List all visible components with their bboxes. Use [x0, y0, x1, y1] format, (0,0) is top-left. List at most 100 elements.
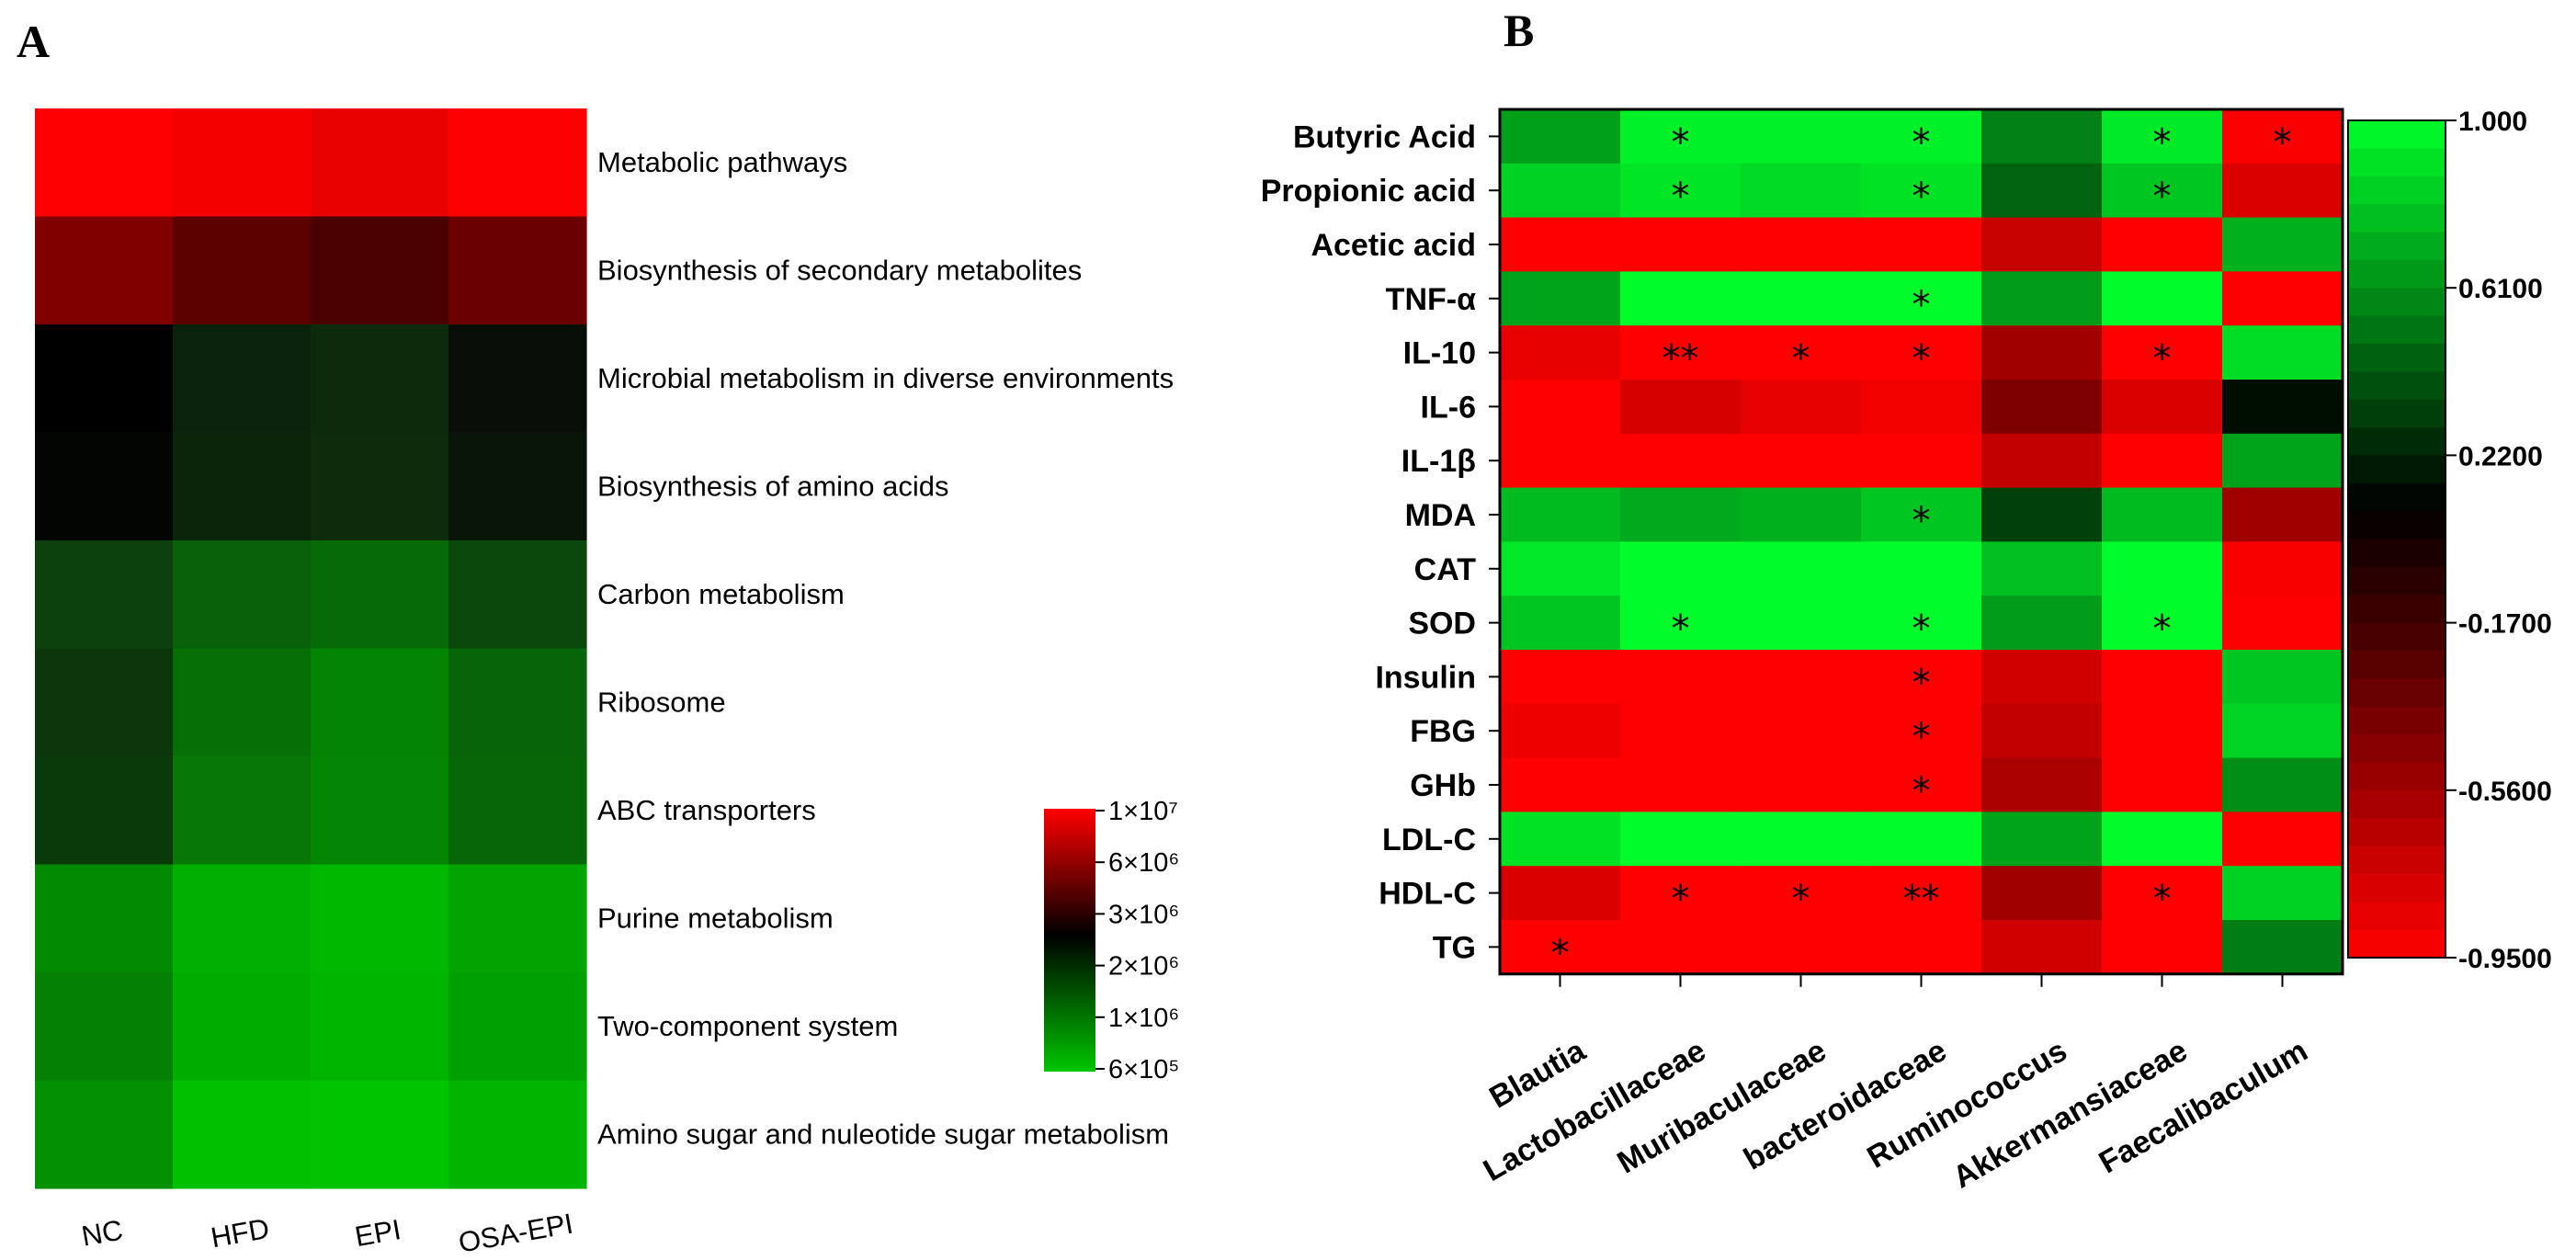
heatmap-a-cell	[35, 648, 174, 757]
legend-b-step	[2348, 455, 2445, 484]
legend-b-step	[2348, 873, 2445, 902]
heatmap-a-cell	[35, 324, 174, 434]
legend-b-tick-label: 1.000	[2458, 107, 2527, 137]
legend-b-step	[2348, 622, 2445, 652]
heatmap-a-column-label: HFD	[209, 1212, 272, 1254]
significance-star: *	[1912, 716, 1931, 758]
significance-star: *	[1672, 121, 1690, 164]
heatmap-a-cell	[173, 540, 312, 650]
heatmap-b-cell	[1741, 109, 1862, 165]
significance-star: *	[1672, 608, 1690, 651]
heatmap-b-cell	[2102, 163, 2223, 219]
heatmap-b-cell	[1500, 380, 1621, 435]
heatmap-b-cell	[1981, 163, 2103, 219]
legend-b-step	[2348, 789, 2445, 819]
heatmap-b-row-label: TG	[1433, 930, 1476, 965]
heatmap-b-cell	[1620, 163, 1742, 219]
heatmap-a-row-label: Purine metabolism	[597, 902, 834, 934]
heatmap-b-cell	[1861, 109, 1982, 165]
heatmap-a-cell	[448, 108, 587, 218]
heatmap-b-cell	[2102, 920, 2223, 975]
significance-star: *	[1792, 879, 1810, 921]
significance-star: **	[1903, 879, 1940, 921]
heatmap-b-cell	[1861, 325, 1982, 380]
heatmap-b-cell	[1861, 433, 1982, 489]
legend-b-step	[2348, 482, 2445, 512]
heatmap-b-cell	[1741, 541, 1862, 596]
heatmap-a-cell	[173, 324, 312, 434]
heatmap-b-cell	[2222, 541, 2343, 596]
legend-a-tick-label: 6×10⁶	[1108, 848, 1179, 878]
heatmap-b-cell	[1741, 433, 1862, 489]
significance-star: *	[2153, 338, 2172, 380]
heatmap-b-row-label: LDL-C	[1382, 823, 1476, 857]
heatmap-b-cell	[1981, 920, 2103, 975]
heatmap-a-column-label: OSA-EPI	[456, 1208, 575, 1259]
heatmap-b-cell	[2222, 217, 2343, 272]
heatmap-b-cell	[1981, 757, 2103, 812]
heatmap-b-cell	[1981, 541, 2103, 596]
heatmap-b-cell	[1620, 757, 1742, 812]
heatmap-a-cell	[448, 324, 587, 434]
heatmap-a-cell	[173, 432, 312, 541]
heatmap-a-cell	[311, 432, 449, 541]
significance-star: *	[1912, 284, 1931, 326]
heatmap-a-cell	[311, 540, 449, 650]
significance-star: *	[1912, 608, 1931, 651]
heatmap-b-cell	[2102, 380, 2223, 435]
heatmap-b-cell	[2222, 703, 2343, 759]
heatmap-b-cell	[1741, 703, 1862, 759]
heatmap-a-column-label: NC	[79, 1214, 125, 1253]
heatmap-b-cell	[1500, 650, 1621, 705]
heatmap-b-cell	[1981, 866, 2103, 921]
significance-star: *	[1672, 176, 1690, 218]
heatmap-a-row-label: Microbial metabolism in diverse environm…	[597, 362, 1174, 394]
heatmap-b-cell	[1861, 163, 1982, 219]
heatmap-b-cell	[1741, 757, 1862, 812]
heatmap-b-cell	[2222, 109, 2343, 165]
heatmap-b-row-label: Propionic acid	[1261, 174, 1476, 209]
heatmap-b-cell	[1981, 325, 2103, 380]
heatmap-b-cell	[1981, 271, 2103, 326]
panel-b-heatmap: * * * *Butyric Acid* * *Propionic acidAcetic …	[1261, 108, 2344, 1196]
heatmap-b-cell	[1861, 541, 1982, 596]
legend-b-step	[2348, 511, 2445, 540]
heatmap-b-row-label: IL-1β	[1401, 444, 1476, 479]
heatmap-a-cell	[173, 756, 312, 866]
legend-b-step	[2348, 371, 2445, 401]
heatmap-b-cell	[1861, 217, 1982, 272]
heatmap-b-cell	[2222, 163, 2343, 219]
heatmap-a-cell	[173, 1080, 312, 1189]
heatmap-a-cell	[448, 648, 587, 757]
significance-star: **	[1662, 338, 1699, 380]
heatmap-a-cell	[35, 216, 174, 325]
heatmap-b-cell	[1500, 541, 1621, 596]
significance-star: *	[1912, 338, 1931, 380]
heatmap-b-cell	[2222, 380, 2343, 435]
heatmap-b-cell	[2102, 271, 2223, 326]
legend-a-tick-label: 1×10⁷	[1108, 797, 1178, 826]
heatmap-b-row-label: Acetic acid	[1311, 228, 1476, 263]
heatmap-b-cell	[2222, 271, 2343, 326]
heatmap-b-cell	[1620, 920, 1742, 975]
heatmap-a-cell	[311, 324, 449, 434]
heatmap-b-cell	[1741, 217, 1862, 272]
legend-b-tick-label: 0.6100	[2458, 274, 2543, 304]
significance-star: *	[1672, 879, 1690, 921]
heatmap-b-cell	[2102, 109, 2223, 165]
significance-star: *	[1912, 770, 1931, 812]
heatmap-b-cell	[2102, 650, 2223, 705]
heatmap-b-cell	[1741, 920, 1862, 975]
heatmap-b-cell	[1741, 650, 1862, 705]
legend-b-step	[2348, 427, 2445, 456]
legend-a-tick-label: 2×10⁶	[1108, 952, 1179, 982]
heatmap-b-cell	[1620, 650, 1742, 705]
heatmap-b-cell	[2102, 866, 2223, 921]
significance-star: *	[1912, 121, 1931, 164]
heatmap-b-cell	[1620, 217, 1742, 272]
heatmap-a-cell	[448, 432, 587, 541]
heatmap-b-cell	[1741, 487, 1862, 542]
panel-a-heatmap: Metabolic pathways Biosynthesis of second…	[35, 108, 1174, 1259]
heatmap-b-cell	[1500, 487, 1621, 542]
